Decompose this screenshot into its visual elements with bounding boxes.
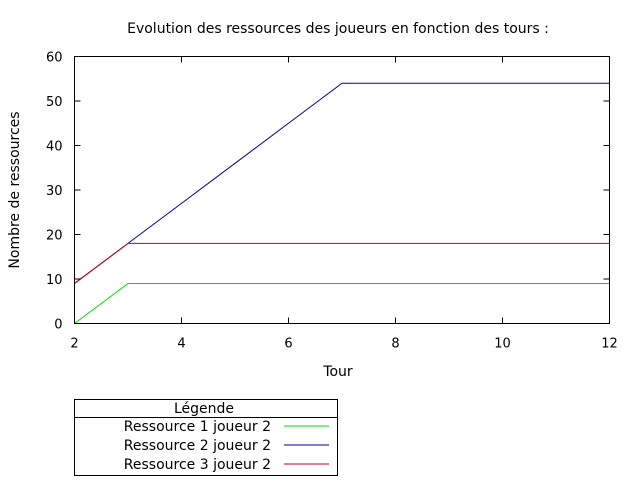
legend-entry-label-2: Ressource 2 joueur 2 — [124, 438, 271, 454]
x-tick-label: 6 — [284, 337, 292, 352]
x-tick-label: 12 — [601, 337, 618, 352]
y-axis-title: Nombre de ressources — [7, 111, 23, 268]
series-line-2 — [74, 82, 610, 284]
chart-title: Evolution des ressources des joueurs en … — [127, 21, 549, 37]
series-layer — [74, 82, 610, 324]
y-tick-label: 10 — [46, 273, 63, 288]
legend-entry-label-1: Ressource 1 joueur 2 — [124, 419, 271, 435]
x-tick-label: 4 — [177, 337, 185, 352]
y-tick-label: 20 — [46, 229, 63, 244]
y-tick-label: 30 — [46, 184, 63, 199]
x-tick-label: 8 — [391, 337, 399, 352]
x-tick-label: 10 — [494, 337, 511, 352]
legend-entry-label-3: Ressource 3 joueur 2 — [124, 457, 271, 473]
y-tick-label: 60 — [46, 51, 63, 66]
y-tick-label: 50 — [46, 95, 63, 110]
series-line-3 — [74, 242, 610, 284]
legend: Légende Ressource 1 joueur 2 Ressource 2 … — [74, 399, 338, 476]
legend-title: Légende — [174, 401, 234, 417]
series-line-1 — [74, 282, 610, 324]
y-tick-label: 40 — [46, 140, 63, 155]
x-axis-title: Tour — [322, 364, 353, 380]
ticks-layer: 2 4 6 8 10 12 0 10 20 30 40 50 60 — [46, 51, 618, 352]
legend-entries: Ressource 1 joueur 2 Ressource 2 joueur 2… — [124, 419, 329, 473]
legend-box — [74, 399, 338, 476]
y-tick-label: 0 — [54, 318, 62, 333]
x-tick-label: 2 — [70, 337, 78, 352]
